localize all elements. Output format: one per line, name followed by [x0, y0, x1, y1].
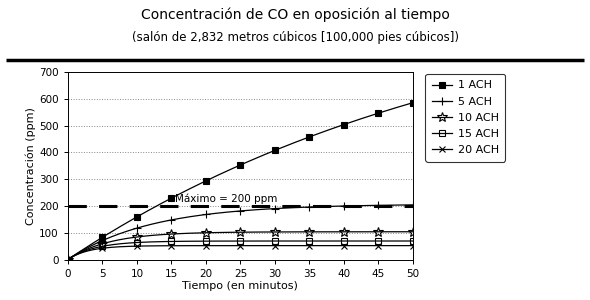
- 5 ACH: [64, 258, 71, 261]
- Y-axis label: Concentración (ppm): Concentración (ppm): [26, 107, 37, 225]
- 10 ACH: [100, 242, 107, 245]
- 1 ACH: [64, 258, 71, 261]
- X-axis label: Tiempo (en minutos): Tiempo (en minutos): [182, 281, 299, 291]
- 1 ACH: [204, 178, 211, 182]
- 10 ACH: [204, 231, 211, 235]
- Line: 1 ACH: 1 ACH: [68, 103, 413, 260]
- 5 ACH: [340, 204, 347, 208]
- Legend: 1 ACH, 5 ACH, 10 ACH, 15 ACH, 20 ACH: 1 ACH, 5 ACH, 10 ACH, 15 ACH, 20 ACH: [425, 74, 506, 162]
- 15 ACH: [100, 244, 107, 248]
- Text: Concentración de CO en oposición al tiempo: Concentración de CO en oposición al tiem…: [140, 8, 450, 22]
- 15 ACH: [301, 239, 309, 243]
- 5 ACH: [333, 204, 340, 208]
- 10 ACH: [340, 230, 347, 234]
- 10 ACH: [333, 230, 340, 234]
- 5 ACH: [217, 211, 224, 215]
- 5 ACH: [204, 212, 211, 216]
- Line: 20 ACH: 20 ACH: [68, 246, 413, 260]
- 5 ACH: [100, 238, 107, 242]
- 1 ACH: [409, 101, 417, 104]
- 20 ACH: [301, 244, 309, 247]
- 15 ACH: [409, 239, 417, 243]
- 5 ACH: [409, 203, 417, 207]
- 20 ACH: [409, 244, 417, 247]
- 20 ACH: [217, 244, 224, 247]
- 20 ACH: [100, 246, 107, 250]
- 1 ACH: [301, 137, 309, 140]
- 15 ACH: [340, 239, 347, 243]
- 5 ACH: [301, 206, 309, 209]
- 15 ACH: [204, 239, 211, 243]
- 10 ACH: [409, 230, 417, 234]
- 20 ACH: [64, 258, 71, 261]
- Line: 15 ACH: 15 ACH: [68, 241, 413, 260]
- 15 ACH: [333, 239, 340, 243]
- 20 ACH: [340, 244, 347, 247]
- 15 ACH: [64, 258, 71, 261]
- 1 ACH: [217, 172, 224, 176]
- 20 ACH: [333, 244, 340, 247]
- Line: 10 ACH: 10 ACH: [68, 232, 413, 260]
- 20 ACH: [204, 244, 211, 247]
- Text: Máximo = 200 ppm: Máximo = 200 ppm: [175, 194, 277, 204]
- 10 ACH: [64, 258, 71, 261]
- 1 ACH: [340, 123, 347, 127]
- 10 ACH: [301, 230, 309, 234]
- Line: 5 ACH: 5 ACH: [68, 205, 413, 260]
- 1 ACH: [100, 235, 107, 239]
- 1 ACH: [333, 125, 340, 129]
- 10 ACH: [217, 231, 224, 234]
- 15 ACH: [217, 239, 224, 243]
- Text: (salón de 2,832 metros cúbicos [100,000 pies cúbicos]): (salón de 2,832 metros cúbicos [100,000 …: [132, 32, 458, 44]
